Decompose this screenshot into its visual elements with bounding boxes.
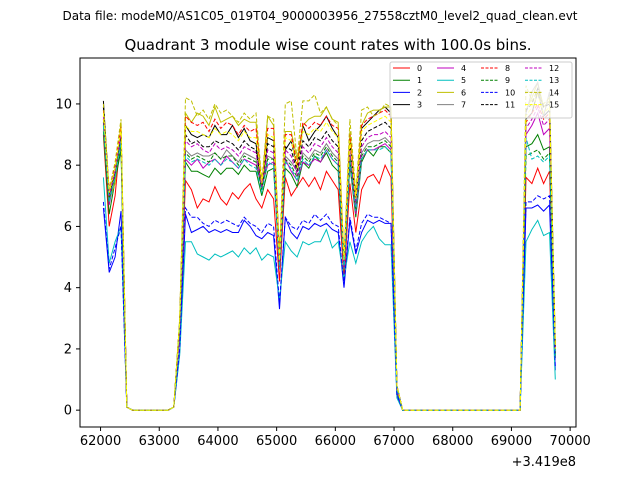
x-tick-label: 66000	[315, 434, 356, 449]
y-tick-label: 4	[64, 281, 72, 296]
x-tick-label: 68000	[432, 434, 473, 449]
series-line-0	[102, 131, 556, 411]
x-tick-label: 63000	[139, 434, 180, 449]
x-tick-label: 62000	[80, 434, 121, 449]
series-line-12	[102, 105, 556, 411]
legend-label-15: 15	[549, 101, 559, 110]
series-line-2	[102, 203, 556, 411]
series-line-10	[102, 194, 556, 411]
x-offset-label: +3.419e8	[512, 455, 576, 470]
series-line-13	[102, 125, 556, 411]
series-line-3	[102, 91, 556, 411]
series-line-5	[102, 177, 556, 411]
legend-label-8: 8	[505, 64, 510, 73]
y-tick-label: 10	[55, 97, 72, 112]
x-tick-label: 67000	[373, 434, 414, 449]
y-axis: 0 2 4 6 8 10	[55, 97, 80, 419]
plot-lines	[102, 80, 556, 411]
series-line-4	[102, 111, 556, 411]
axes-frame	[79, 57, 577, 428]
x-axis: 62000 63000 64000 65000 66000 67000 68000 69000…	[80, 427, 591, 449]
suptitle: Data file: modeM0/AS1C05_019T04_90000039…	[62, 9, 577, 23]
series-line-15	[102, 93, 556, 411]
legend-label-12: 12	[549, 64, 559, 73]
legend-label-1: 1	[417, 76, 422, 85]
legend-label-10: 10	[505, 88, 515, 97]
series-line-1	[102, 131, 556, 411]
y-tick-label: 6	[64, 220, 72, 235]
x-tick-label: 69000	[491, 434, 532, 449]
y-tick-label: 2	[64, 342, 72, 357]
legend-label-13: 13	[549, 76, 559, 85]
legend-label-9: 9	[505, 76, 510, 85]
legend-label-2: 2	[417, 88, 422, 97]
series-line-6	[102, 80, 556, 411]
series-line-8	[102, 102, 556, 411]
legend-label-3: 3	[417, 101, 422, 110]
legend-label-5: 5	[461, 76, 466, 85]
y-tick-label: 0	[64, 404, 72, 419]
legend-label-11: 11	[505, 101, 515, 110]
series-line-7	[102, 81, 556, 411]
legend-label-6: 6	[461, 88, 466, 97]
x-tick-label: 64000	[197, 434, 238, 449]
series-line-11	[102, 87, 556, 411]
legend-label-14: 14	[549, 88, 559, 97]
y-tick-label: 8	[64, 159, 72, 174]
legend-label-0: 0	[417, 64, 422, 73]
x-tick-label: 65000	[256, 434, 297, 449]
legend-label-4: 4	[461, 64, 466, 73]
series-line-14	[102, 85, 556, 411]
series-line-9	[102, 122, 556, 411]
legend-label-7: 7	[461, 101, 466, 110]
chart-title: Quadrant 3 module wise count rates with …	[124, 36, 531, 54]
x-tick-label: 70000	[549, 434, 590, 449]
legend-frame	[389, 61, 573, 119]
